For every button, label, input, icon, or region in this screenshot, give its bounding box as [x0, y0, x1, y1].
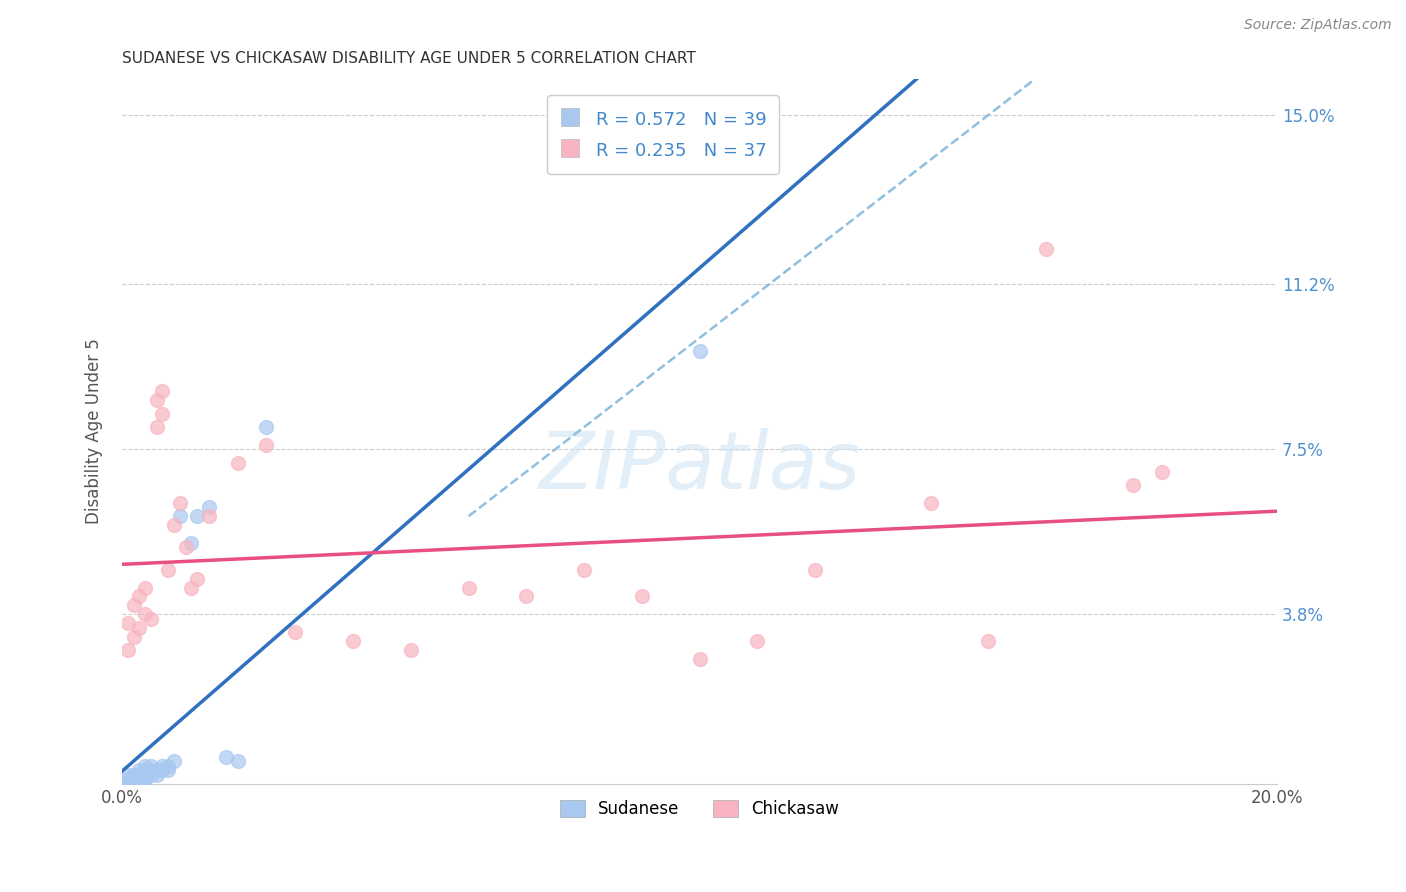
Point	[122, 772, 145, 787]
Point	[117, 777, 139, 791]
Point	[515, 590, 537, 604]
Point	[457, 581, 479, 595]
Point	[197, 500, 219, 515]
Point	[122, 772, 145, 787]
Point	[174, 541, 197, 555]
Point	[256, 438, 278, 452]
Point	[122, 768, 145, 782]
Text: Source: ZipAtlas.com: Source: ZipAtlas.com	[1244, 18, 1392, 32]
Point	[804, 563, 827, 577]
Point	[1150, 465, 1173, 479]
Point	[134, 607, 156, 622]
Point	[134, 764, 156, 778]
Point	[169, 496, 191, 510]
Point	[139, 768, 162, 782]
Point	[169, 509, 191, 524]
Point	[180, 581, 202, 595]
Point	[134, 764, 156, 778]
Point	[117, 616, 139, 631]
Point	[157, 563, 180, 577]
Point	[134, 768, 156, 782]
Point	[128, 590, 150, 604]
Point	[117, 777, 139, 791]
Point	[139, 764, 162, 778]
Point	[226, 755, 249, 769]
Point	[128, 764, 150, 778]
Point	[145, 768, 167, 782]
Text: SUDANESE VS CHICKASAW DISABILITY AGE UNDER 5 CORRELATION CHART: SUDANESE VS CHICKASAW DISABILITY AGE UND…	[122, 51, 696, 66]
Point	[342, 634, 364, 648]
Point	[134, 759, 156, 773]
Point	[134, 772, 156, 787]
Point	[152, 407, 174, 421]
Point	[256, 420, 278, 434]
Point	[1035, 242, 1057, 256]
Point	[128, 772, 150, 787]
Point	[1122, 478, 1144, 492]
Point	[226, 456, 249, 470]
Point	[134, 772, 156, 787]
Point	[186, 509, 208, 524]
Point	[145, 764, 167, 778]
Point	[197, 509, 219, 524]
Point	[122, 599, 145, 613]
Point	[572, 563, 595, 577]
Point	[122, 777, 145, 791]
Point	[920, 496, 942, 510]
Point	[117, 772, 139, 787]
Point	[163, 518, 186, 533]
Point	[139, 612, 162, 626]
Point	[747, 634, 769, 648]
Point	[163, 755, 186, 769]
Point	[689, 344, 711, 359]
Point	[139, 759, 162, 773]
Point	[128, 621, 150, 635]
Point	[145, 420, 167, 434]
Point	[631, 590, 654, 604]
Point	[128, 768, 150, 782]
Point	[117, 643, 139, 657]
Point	[122, 630, 145, 644]
Point	[180, 536, 202, 550]
Point	[157, 759, 180, 773]
Point	[186, 572, 208, 586]
Point	[134, 768, 156, 782]
Point	[128, 772, 150, 787]
Point	[157, 764, 180, 778]
Text: ZIPatlas: ZIPatlas	[538, 428, 860, 506]
Point	[152, 759, 174, 773]
Point	[399, 643, 422, 657]
Point	[134, 581, 156, 595]
Point	[152, 764, 174, 778]
Legend: Sudanese, Chickasaw: Sudanese, Chickasaw	[554, 793, 846, 825]
Point	[128, 777, 150, 791]
Point	[689, 652, 711, 666]
Point	[977, 634, 1000, 648]
Point	[284, 625, 307, 640]
Point	[152, 384, 174, 399]
Point	[215, 750, 238, 764]
Y-axis label: Disability Age Under 5: Disability Age Under 5	[86, 339, 103, 524]
Point	[122, 768, 145, 782]
Point	[117, 768, 139, 782]
Point	[145, 393, 167, 408]
